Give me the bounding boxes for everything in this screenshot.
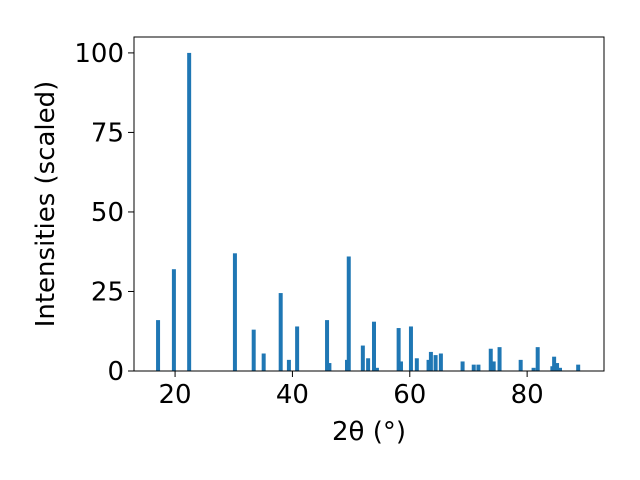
bar — [360, 345, 365, 371]
bar — [576, 364, 581, 371]
y-tick-label: 100 — [74, 39, 124, 69]
bar — [327, 363, 332, 371]
bar — [371, 321, 376, 371]
bar — [552, 356, 557, 371]
bar — [408, 326, 413, 371]
bar — [251, 329, 256, 371]
bar — [232, 253, 237, 371]
bar — [414, 358, 419, 371]
bar — [156, 320, 161, 371]
x-tick-label: 60 — [393, 380, 426, 410]
bar — [555, 363, 560, 371]
y-tick-label: 75 — [91, 118, 124, 148]
bar — [426, 359, 431, 371]
bar — [433, 355, 438, 371]
bar — [491, 361, 496, 371]
bar — [374, 367, 379, 371]
bar — [346, 256, 351, 371]
bar — [428, 351, 433, 371]
bar — [497, 347, 502, 371]
bar — [396, 328, 401, 371]
bar — [531, 367, 536, 371]
y-axis-label: Intensities (scaled) — [31, 81, 61, 328]
bar — [460, 361, 465, 371]
bar — [295, 326, 300, 371]
y-tick-label: 25 — [91, 277, 124, 307]
bar — [438, 353, 443, 371]
bar — [325, 320, 330, 371]
bar — [171, 269, 176, 371]
bar — [366, 358, 371, 371]
y-tick-label: 0 — [107, 357, 124, 387]
bar — [471, 364, 476, 371]
bar — [476, 364, 481, 371]
x-tick-label: 40 — [276, 380, 309, 410]
plot-frame — [133, 36, 605, 372]
bar — [187, 52, 192, 372]
bar — [557, 367, 562, 371]
bar — [261, 353, 266, 371]
bar — [535, 347, 540, 371]
y-tick-label: 50 — [91, 198, 124, 228]
bar — [398, 361, 403, 371]
bar — [286, 359, 291, 371]
x-axis-label: 2θ (°) — [332, 417, 406, 447]
x-tick-label: 80 — [511, 380, 544, 410]
bar — [488, 348, 493, 371]
bar — [278, 293, 283, 371]
bar — [518, 359, 523, 371]
x-tick-label: 20 — [159, 380, 192, 410]
